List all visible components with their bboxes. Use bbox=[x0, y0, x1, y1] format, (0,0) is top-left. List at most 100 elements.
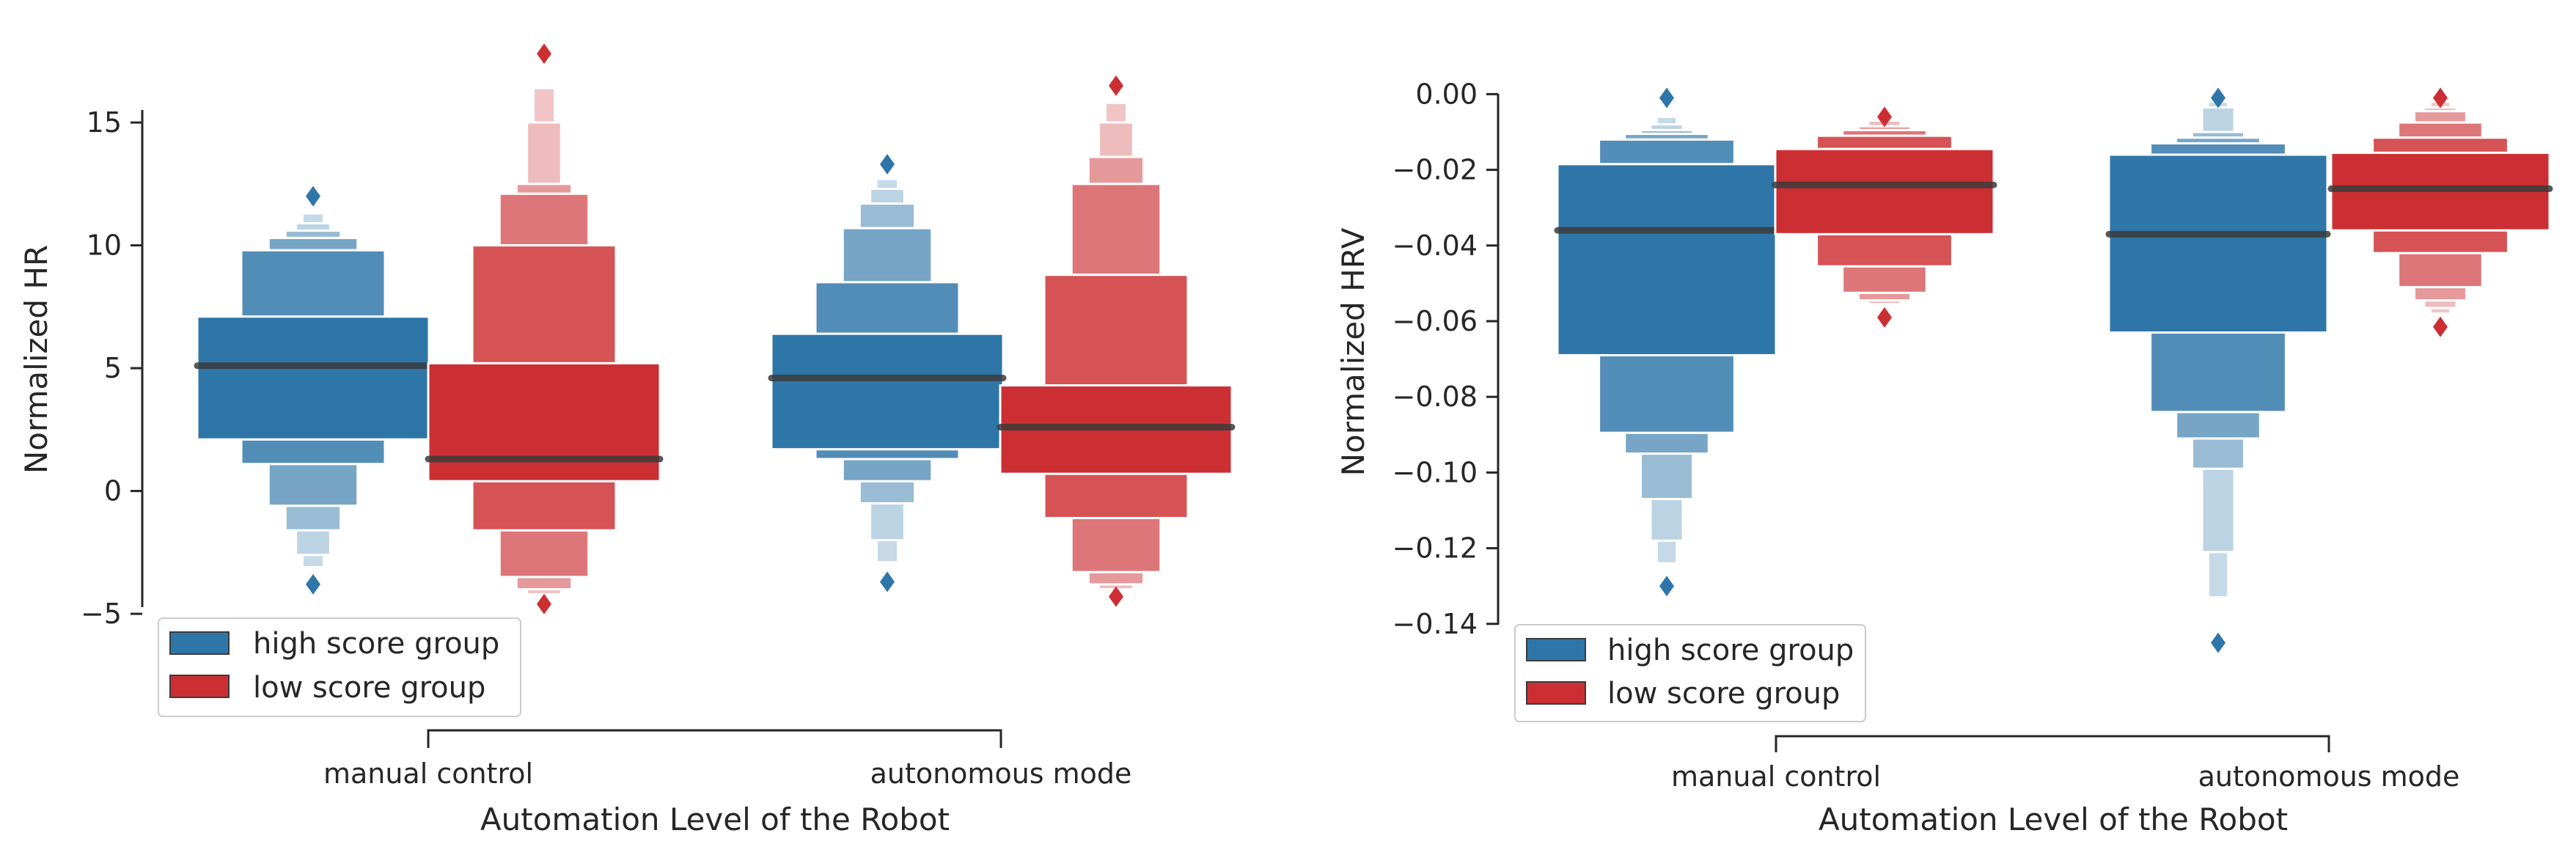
hr-legend-label-low: low score group bbox=[253, 671, 485, 705]
hrv-low-score-group-autonomous-mode-box-level-2 bbox=[2371, 229, 2509, 254]
hr-legend: high score group low score group bbox=[158, 617, 521, 717]
hr-high-score-group-autonomous-mode-box-level-6 bbox=[876, 177, 899, 191]
hr-low-score-group-autonomous-mode-box-level-2 bbox=[1043, 472, 1189, 519]
hrv-x-axis-bracket bbox=[1775, 735, 2330, 752]
hrv-high-score-group-manual-control-outlier-marker bbox=[1659, 87, 1674, 109]
hrv-low-score-group-manual-control-box-level-3 bbox=[1841, 265, 1928, 294]
hr-xtick-autonomous-mode: autonomous mode bbox=[870, 757, 1132, 790]
hr-high-score-group-autonomous-mode-box-level-2 bbox=[814, 448, 961, 460]
hr-ytick-label: 5 bbox=[104, 352, 122, 384]
hr-high-score-group-manual-control-box-level-6 bbox=[301, 212, 325, 224]
hr-ytick-label: −5 bbox=[81, 598, 122, 630]
hrv-xtick-autonomous-mode: autonomous mode bbox=[2198, 760, 2460, 793]
hrv-high-score-group-manual-control-box-level-1 bbox=[1556, 163, 1777, 356]
hr-low-score-group-manual-control-box-level-3 bbox=[498, 192, 590, 247]
hr-high-score-group-autonomous-mode-box-level-4 bbox=[858, 480, 917, 504]
hr-high-score-group-autonomous-mode-outlier-marker bbox=[880, 571, 895, 592]
hrv-low-score-group-autonomous-mode-box-level-3 bbox=[2397, 121, 2484, 139]
hr-high-score-group-manual-control-box-level-5 bbox=[295, 529, 331, 557]
hrv-ytick-label: 0.00 bbox=[1415, 78, 1478, 110]
hr-high-score-group-manual-control-box-level-3 bbox=[267, 237, 359, 252]
hr-high-score-group-autonomous-mode-box-level-3 bbox=[841, 458, 933, 482]
hrv-legend-swatch-low bbox=[1526, 681, 1586, 705]
hr-high-score-group-autonomous-mode-box-level-4 bbox=[858, 202, 917, 230]
hr-low-score-group-autonomous-mode-box-level-2 bbox=[1043, 274, 1189, 387]
hr-low-score-group-autonomous-mode-box-level-3 bbox=[1070, 516, 1162, 573]
hr-high-score-group-manual-control-box-level-4 bbox=[284, 504, 342, 532]
hr-low-score-group-autonomous-mode-box-level-6 bbox=[1104, 101, 1128, 124]
hrv-legend-label-high: high score group bbox=[1607, 634, 1854, 667]
hrv-legend: high score group low score group bbox=[1514, 624, 1866, 722]
hrv-low-score-group-autonomous-mode-outlier-marker bbox=[2433, 316, 2448, 337]
hrv-chart-panel: 0.00−0.02−0.04−0.06−0.08−0.10−0.12−0.14 … bbox=[1335, 78, 2553, 837]
hrv-low-score-group-autonomous-mode-box-level-4 bbox=[2412, 286, 2468, 302]
hr-y-axis-title: Normalized HR bbox=[18, 245, 54, 474]
hrv-low-score-group-autonomous-mode-box-level-5 bbox=[2423, 299, 2458, 309]
hr-x-axis-title: Automation Level of the Robot bbox=[480, 801, 950, 837]
hrv-x-axis-title: Automation Level of the Robot bbox=[1819, 801, 2288, 837]
hr-legend-frame bbox=[158, 617, 521, 717]
hr-high-score-group-manual-control-box-level-3 bbox=[267, 463, 359, 507]
hr-high-score-group-manual-control-box-level-4 bbox=[284, 230, 342, 240]
hrv-high-score-group-manual-control-box-level-2 bbox=[1598, 353, 1736, 434]
hrv-ytick-label: −0.08 bbox=[1392, 381, 1478, 413]
hr-high-score-group-autonomous-mode-box-level-5 bbox=[869, 502, 906, 542]
hrv-ytick-label: −0.10 bbox=[1392, 456, 1478, 488]
hrv-ytick-label: −0.14 bbox=[1392, 608, 1478, 640]
hrv-low-score-group-autonomous-mode-box-level-2 bbox=[2371, 136, 2509, 154]
hrv-legend-swatch-high bbox=[1526, 638, 1586, 661]
hrv-high-score-group-autonomous-mode-outlier-marker bbox=[2211, 632, 2225, 653]
hr-low-score-group-autonomous-mode-outlier-marker bbox=[1109, 75, 1123, 96]
hr-high-score-group-autonomous-mode-box-level-3 bbox=[841, 227, 933, 284]
hrv-low-score-group-manual-control-box-level-2 bbox=[1816, 232, 1953, 268]
hr-low-score-group-manual-control-box-level-6 bbox=[532, 87, 556, 124]
hrv-ytick-label: −0.02 bbox=[1392, 154, 1478, 186]
hr-low-score-group-autonomous-mode-box-level-3 bbox=[1070, 183, 1162, 276]
hrv-low-score-group-manual-control-box-level-4 bbox=[1857, 291, 1912, 302]
hr-low-score-group-autonomous-mode-outlier-marker bbox=[1109, 586, 1123, 607]
hrv-high-score-group-autonomous-mode-box-level-5 bbox=[2201, 106, 2236, 133]
hr-low-score-group-manual-control-box-level-3 bbox=[498, 529, 590, 579]
hrv-high-score-group-manual-control-box-level-5 bbox=[1649, 498, 1684, 542]
hr-low-score-group-manual-control-outlier-marker bbox=[537, 43, 551, 65]
hr-high-score-group-manual-control-box-level-5 bbox=[295, 221, 331, 232]
hr-ytick-label: 10 bbox=[87, 230, 122, 262]
hr-high-score-group-autonomous-mode-outlier-marker bbox=[880, 154, 895, 175]
hrv-low-score-group-manual-control-box-level-2 bbox=[1816, 134, 1953, 150]
hrv-ytick-label: −0.12 bbox=[1392, 532, 1478, 565]
hrv-high-score-group-autonomous-mode-box-level-4 bbox=[2190, 437, 2246, 470]
hrv-ytick-label: −0.06 bbox=[1392, 305, 1478, 337]
hrv-ytick-label: −0.04 bbox=[1392, 230, 1478, 262]
hr-high-score-group-manual-control-box-level-6 bbox=[301, 554, 325, 568]
hrv-low-score-group-autonomous-mode-box-level-3 bbox=[2397, 252, 2484, 289]
hr-high-score-group-manual-control-box-level-2 bbox=[240, 438, 386, 466]
hrv-high-score-group-manual-control-outlier-marker bbox=[1659, 576, 1674, 597]
hrv-high-score-group-manual-control-box-level-6 bbox=[1655, 115, 1678, 126]
hr-low-score-group-autonomous-mode-box-level-4 bbox=[1087, 155, 1145, 186]
hrv-high-score-group-manual-control-box-level-4 bbox=[1639, 452, 1695, 501]
hrv-y-ticks: 0.00 −0.02 −0.04 −0.06 −0.08 −0.10 −0.12 −0.14 bbox=[1392, 78, 1498, 640]
hr-low-score-group-manual-control-box-level-2 bbox=[471, 244, 617, 364]
hr-low-score-group-manual-control-outlier-marker bbox=[537, 593, 551, 614]
hrv-xtick-manual-control: manual control bbox=[1671, 760, 1881, 793]
hrv-high-score-group-autonomous-mode-box-level-1 bbox=[2107, 153, 2329, 334]
hr-legend-label-high: high score group bbox=[253, 627, 499, 661]
hr-x-axis-bracket bbox=[427, 729, 1002, 748]
hr-high-score-group-autonomous-mode-box-level-2 bbox=[814, 281, 961, 335]
hrv-high-score-group-autonomous-mode-outlier-marker bbox=[2211, 87, 2225, 109]
hrv-low-score-group-manual-control-outlier-marker bbox=[1877, 307, 1892, 328]
hr-high-score-group-manual-control-outlier-marker bbox=[306, 186, 320, 207]
hrv-high-score-group-autonomous-mode-box-level-3 bbox=[2175, 411, 2261, 440]
hr-low-score-group-manual-control-box-level-4 bbox=[515, 183, 573, 195]
hr-low-score-group-autonomous-mode-box-level-4 bbox=[1087, 570, 1145, 586]
hr-low-score-group-manual-control-box-level-1 bbox=[427, 362, 661, 482]
hr-low-score-group-autonomous-mode-box-level-5 bbox=[1098, 121, 1134, 158]
hr-legend-swatch-high bbox=[169, 631, 230, 655]
hrv-boxes bbox=[1554, 87, 2553, 653]
hr-y-ticks: 15 10 5 0 −5 bbox=[81, 106, 142, 630]
hr-ytick-label: 15 bbox=[87, 106, 122, 139]
hrv-legend-label-low: low score group bbox=[1607, 677, 1840, 711]
hrv-low-score-group-autonomous-mode-outlier-marker bbox=[2433, 87, 2448, 109]
